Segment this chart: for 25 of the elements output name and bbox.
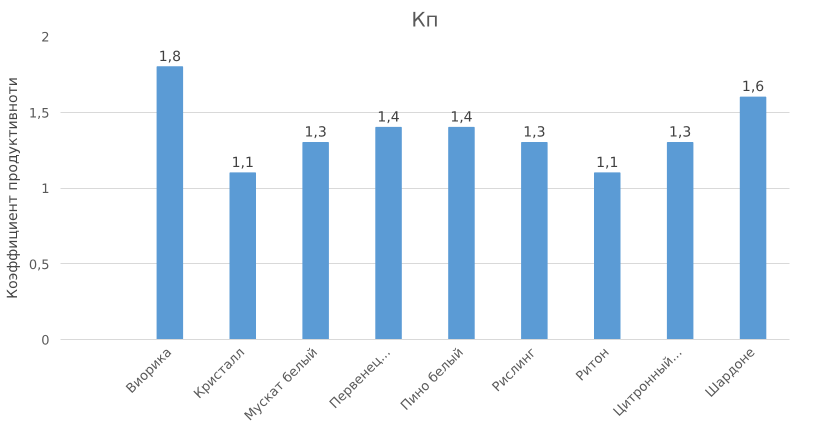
bar (521, 142, 548, 340)
y-axis-title: Коэффициент продуктивноти (4, 77, 21, 299)
bar (302, 142, 329, 340)
data-label: 1,4 (377, 109, 400, 126)
data-label: 1,1 (232, 154, 254, 171)
y-tick-label: 1 (41, 182, 50, 197)
chart-title: Кп (411, 8, 439, 32)
bar (740, 96, 766, 340)
bar (666, 142, 694, 340)
data-label: 1,3 (669, 124, 692, 141)
bar (594, 172, 621, 340)
bar (448, 126, 475, 340)
bar (156, 66, 184, 340)
y-tick-label: 2 (41, 30, 50, 46)
bar (229, 172, 256, 340)
bar (375, 126, 402, 340)
data-label: 1,4 (450, 109, 473, 126)
data-label: 1,6 (742, 79, 764, 96)
y-tick-label: 1,5 (28, 106, 50, 122)
data-label: 1,8 (158, 48, 181, 65)
data-label: 1,3 (304, 124, 327, 141)
y-tick-label: 0 (41, 334, 50, 348)
data-label: 1,3 (523, 124, 546, 141)
data-label: 1,1 (596, 154, 618, 171)
y-tick-label: 0,5 (28, 258, 50, 273)
